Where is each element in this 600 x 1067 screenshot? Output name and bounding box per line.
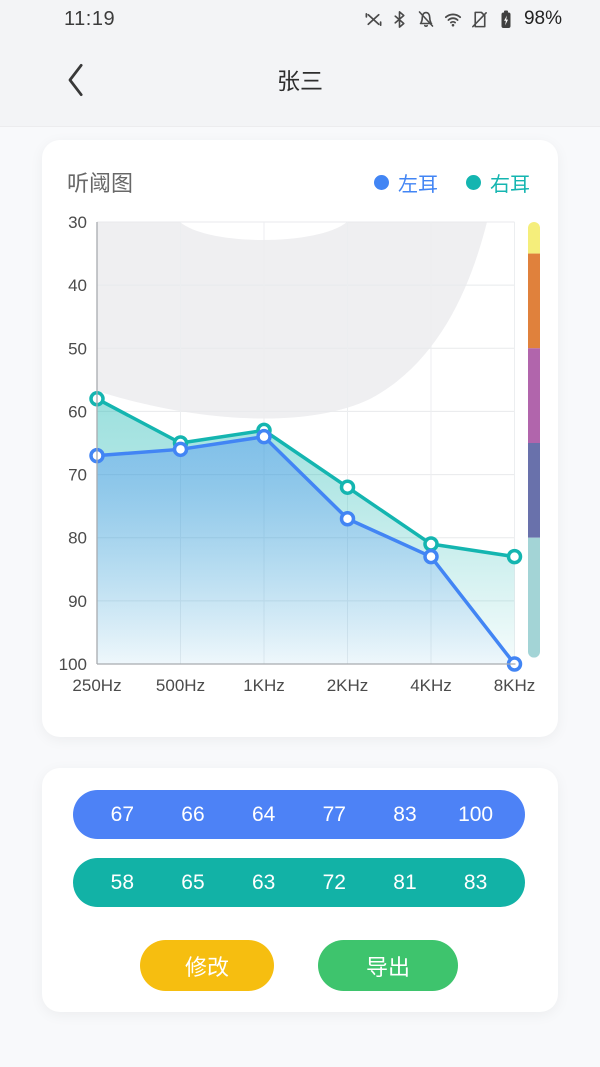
x-tick-label: 250Hz — [72, 676, 121, 695]
left-ear-value: 67 — [110, 802, 134, 826]
left-ear-value: 64 — [251, 802, 276, 826]
audiogram-title: 听阈图 — [67, 171, 134, 196]
status-icons: 98% — [364, 8, 562, 30]
y-tick-label: 80 — [68, 529, 87, 548]
y-tick-label: 70 — [68, 466, 87, 485]
x-tick-label: 2KHz — [327, 676, 369, 695]
legend-item-right-ear[interactable]: 右耳 — [466, 168, 530, 197]
right-ear-value: 63 — [251, 870, 276, 894]
mute-icon — [365, 12, 382, 26]
data-point — [339, 479, 356, 495]
series-line-1 — [95, 397, 517, 559]
app-header: 张三 — [0, 36, 600, 126]
clock-text: 11:19 — [64, 7, 116, 30]
bluetooth-icon — [394, 10, 405, 28]
right-ear-value: 65 — [181, 870, 205, 894]
data-point — [506, 548, 523, 565]
series-line-0 — [95, 434, 517, 666]
left-ear-value: 77 — [322, 802, 346, 826]
right-ear-value: 72 — [322, 870, 346, 894]
right-ear-values-pill: 58 65 63 72 81 83 — [73, 858, 525, 907]
y-tick-label: 60 — [68, 402, 87, 421]
y-tick-label: 50 — [68, 339, 87, 358]
data-point — [172, 441, 189, 458]
y-tick-label: 30 — [68, 213, 87, 232]
page-title: 张三 — [277, 68, 323, 94]
top-chrome — [0, 0, 600, 127]
battery-charging-icon — [501, 10, 511, 28]
right-ear-value: 81 — [393, 870, 417, 894]
decorative-blob — [97, 222, 487, 419]
legend-item-left-ear[interactable]: 左耳 — [374, 168, 438, 197]
export-button[interactable]: 导出 — [318, 940, 458, 991]
left-ear-value: 66 — [181, 802, 205, 826]
x-tick-label: 4KHz — [410, 676, 452, 695]
battery-percent: 98% — [523, 8, 562, 29]
wifi-icon — [444, 13, 462, 27]
severity-colorbar — [528, 222, 540, 658]
data-point — [423, 548, 439, 565]
right-ear-dot-icon — [466, 175, 481, 190]
audiogram-card: 听阈图 左耳 右耳 30 40 50 60 70 80 90 100 250Hz 500Hz 1KH… — [42, 140, 558, 737]
values-card: 67 66 64 77 83 100 58 65 63 72 81 83 修改 … — [42, 768, 558, 1012]
series-area-0 — [97, 436, 515, 664]
modify-button[interactable]: 修改 — [140, 940, 274, 991]
data-point — [256, 428, 272, 445]
status-bar: 11:19 98% — [0, 0, 600, 36]
right-ear-value: 83 — [463, 870, 488, 894]
right-ear-value: 58 — [110, 870, 134, 894]
legend-label-left-ear: 左耳 — [398, 174, 438, 196]
left-ear-value: 100 — [458, 802, 494, 826]
chevron-left-icon — [68, 63, 83, 97]
legend-label-right-ear: 右耳 — [490, 174, 530, 196]
no-sim-icon — [472, 11, 487, 27]
back-button[interactable] — [56, 56, 96, 104]
left-ear-values-pill: 67 66 64 77 83 100 — [73, 790, 525, 839]
y-tick-label: 40 — [68, 276, 87, 295]
x-tick-label: 500Hz — [156, 676, 205, 695]
y-tick-label: 90 — [68, 592, 87, 611]
y-tick-label: 100 — [59, 655, 87, 674]
notifications-off-icon — [418, 11, 434, 27]
data-point — [423, 536, 439, 552]
left-ear-value: 83 — [393, 802, 417, 826]
left-ear-dot-icon — [374, 175, 389, 190]
x-tick-label: 1KHz — [243, 676, 285, 695]
data-point — [339, 511, 356, 527]
audiogram-chart: 30 40 50 60 70 80 90 100 250Hz 500Hz 1KHz 2KHz 4KHz 8… — [59, 213, 540, 695]
x-tick-label: 8KHz — [494, 676, 536, 695]
chart-legend: 左耳 右耳 — [374, 168, 530, 197]
